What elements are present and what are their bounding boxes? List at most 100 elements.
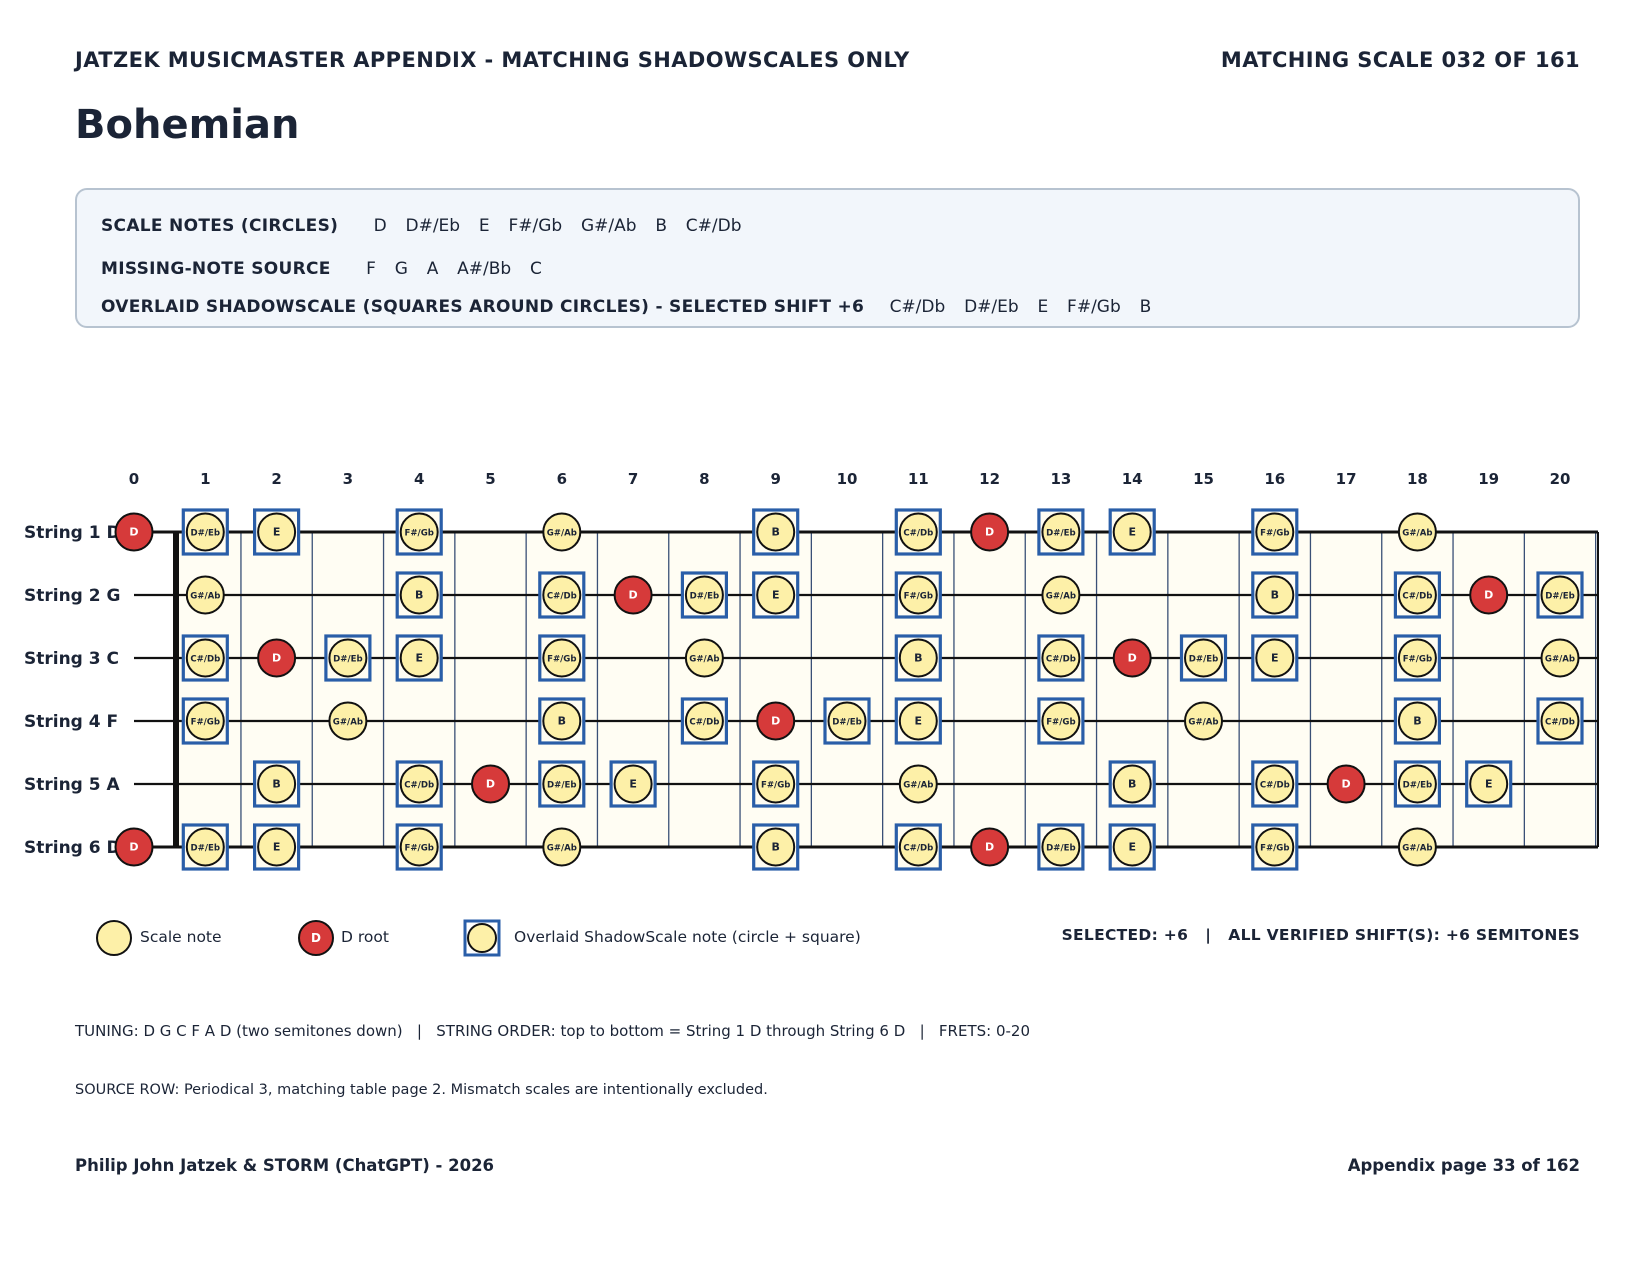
scale-counter: MATCHING SCALE 032 OF 161: [1220, 48, 1580, 72]
note-label: D#/Eb: [191, 843, 221, 853]
scale-note-circle: [756, 575, 796, 615]
scale-note-circle: [185, 512, 225, 552]
note-label: D: [771, 714, 780, 727]
scale-note-circle: [1397, 701, 1437, 741]
note-label: G#/Ab: [1402, 843, 1432, 853]
root-note-circle: [1112, 638, 1152, 678]
fret-number: 16: [1264, 470, 1285, 488]
root-note-circle: [970, 512, 1010, 552]
legend-overlay-circle: [467, 923, 497, 953]
note-label: D#/Eb: [1545, 591, 1575, 601]
scale-note-circle: [898, 638, 938, 678]
note-label: D#/Eb: [1403, 780, 1433, 790]
string-label: String 2 G: [24, 586, 120, 606]
note-label: F#/Gb: [1260, 528, 1289, 538]
authors: Philip John Jatzek & STORM (ChatGPT) - 2…: [75, 1156, 495, 1175]
legend-overlay-label: Overlaid ShadowScale note (circle + squa…: [514, 928, 861, 946]
missing-note-value: F G A A#/Bb C: [366, 259, 542, 279]
scale-note-circle: [1540, 638, 1580, 678]
string-label: String 3 C: [24, 649, 119, 669]
scale-note-circle: [542, 575, 582, 615]
root-note-circle: [114, 512, 154, 552]
note-label: G#/Ab: [1402, 528, 1432, 538]
missing-note-label: MISSING-NOTE SOURCE: [101, 259, 331, 279]
fret-number: 10: [837, 470, 858, 488]
note-label: E: [772, 588, 780, 601]
scale-note-circle: [1469, 764, 1509, 804]
scale-note-circle: [1255, 764, 1295, 804]
note-label: C#/Db: [689, 717, 719, 727]
note-label: D: [1128, 651, 1137, 664]
note-label: F#/Gb: [1046, 717, 1075, 727]
note-label: E: [1128, 840, 1136, 853]
scale-note-circle: [1397, 638, 1437, 678]
note-label: G#/Ab: [689, 654, 719, 664]
string-label: String 6 D: [24, 838, 121, 858]
scale-note-circle: [185, 701, 225, 741]
fret-number: 17: [1336, 470, 1357, 488]
note-label: G#/Ab: [190, 591, 220, 601]
scale-note-circle: [756, 764, 796, 804]
fret-number: 5: [485, 470, 495, 488]
note-label: E: [273, 840, 281, 853]
scale-note-circle: [542, 701, 582, 741]
note-label: C#/Db: [547, 591, 577, 601]
scale-note-circle: [542, 512, 582, 552]
missing-note-row: MISSING-NOTE SOURCE F G A A#/Bb C: [101, 259, 542, 279]
scale-note-circle: [1112, 512, 1152, 552]
note-label: E: [915, 714, 923, 727]
scale-note-circle: [185, 638, 225, 678]
note-label: B: [1413, 714, 1421, 727]
note-label: D: [985, 840, 994, 853]
note-label: G#/Ab: [1046, 591, 1076, 601]
fret-number: 13: [1050, 470, 1071, 488]
scale-note-circle: [328, 638, 368, 678]
fret-number: 3: [343, 470, 353, 488]
fret-number: 7: [628, 470, 638, 488]
fret-number: 18: [1407, 470, 1428, 488]
scale-note-circle: [1112, 764, 1152, 804]
note-label: E: [273, 525, 281, 538]
note-label: E: [629, 777, 637, 790]
note-label: C#/Db: [1545, 717, 1575, 727]
note-label: D#/Eb: [1046, 843, 1076, 853]
note-label: C#/Db: [190, 654, 220, 664]
scale-note-circle: [1540, 701, 1580, 741]
note-label: E: [415, 651, 423, 664]
scale-note-circle: [1397, 575, 1437, 615]
scale-note-circle: [898, 827, 938, 867]
scale-note-circle: [328, 701, 368, 741]
scale-name: Bohemian: [75, 102, 300, 148]
overlay-row: OVERLAID SHADOWSCALE (SQUARES AROUND CIR…: [101, 297, 1151, 317]
note-label: G#/Ab: [547, 843, 577, 853]
fret-number: 1: [200, 470, 210, 488]
scale-note-circle: [898, 764, 938, 804]
scale-note-circle: [898, 575, 938, 615]
scale-note-circle: [399, 764, 439, 804]
scale-note-circle: [1540, 575, 1580, 615]
note-label: D#/Eb: [1046, 528, 1076, 538]
note-label: C#/Db: [1260, 780, 1290, 790]
note-label: F#/Gb: [404, 843, 433, 853]
scale-note-circle: [684, 701, 724, 741]
note-label: G#/Ab: [1545, 654, 1575, 664]
note-label: B: [1271, 588, 1279, 601]
fret-number: 20: [1550, 470, 1571, 488]
scale-notes-value: D D#/Eb E F#/Gb G#/Ab B C#/Db: [373, 216, 742, 236]
legend-root-circle: [298, 920, 334, 956]
note-label: D#/Eb: [832, 717, 862, 727]
scale-note-circle: [399, 638, 439, 678]
appendix-title: JATZEK MUSICMASTER APPENDIX - MATCHING S…: [75, 48, 910, 72]
scale-note-circle: [1041, 575, 1081, 615]
scale-note-circle: [257, 827, 297, 867]
note-label: E: [1485, 777, 1493, 790]
note-label: F#/Gb: [761, 780, 790, 790]
note-label: F#/Gb: [1260, 843, 1289, 853]
note-label: B: [1128, 777, 1136, 790]
note-label: D: [629, 588, 638, 601]
root-note-circle: [114, 827, 154, 867]
scale-note-circle: [1041, 827, 1081, 867]
fret-number: 14: [1122, 470, 1143, 488]
fret-number: 9: [770, 470, 780, 488]
scale-note-circle: [1041, 512, 1081, 552]
